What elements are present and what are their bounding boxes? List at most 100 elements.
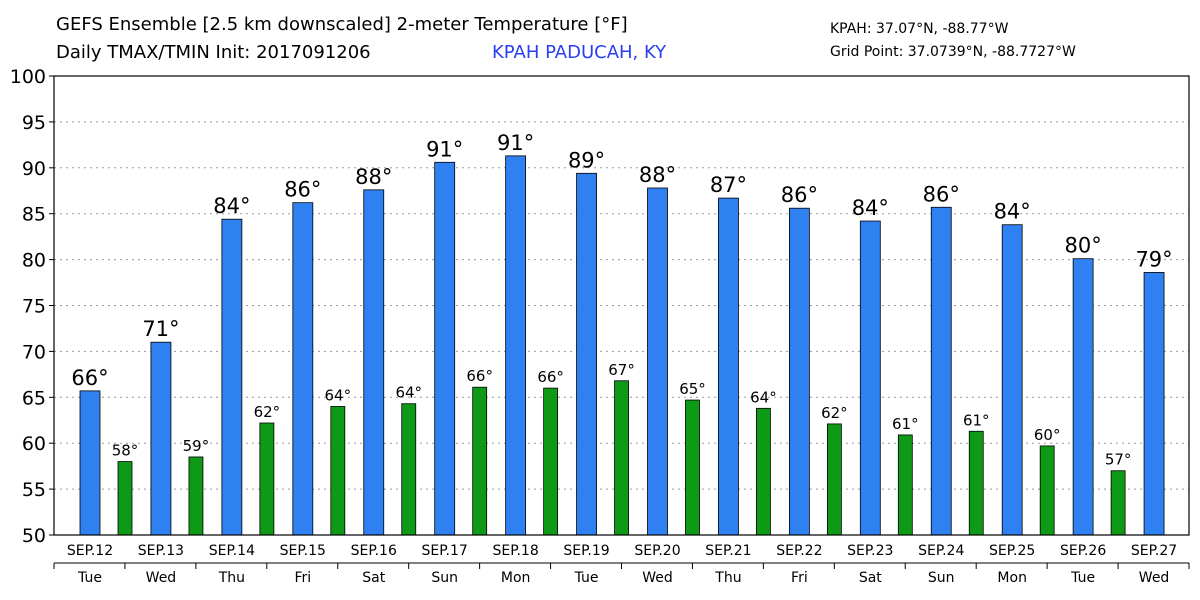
tmax-bar [930, 206, 952, 536]
tmax-bar [1001, 224, 1023, 536]
tmax-bar [859, 220, 881, 536]
tmax-label: 91° [497, 131, 534, 155]
tmax-bar [788, 207, 810, 536]
x-date-label: SEP.12 [67, 543, 113, 559]
tmax-bar [647, 187, 668, 536]
tmin-bar [614, 380, 629, 536]
tmin-label: 61° [963, 411, 990, 429]
tmin-label: 61° [892, 415, 919, 433]
tmin-label: 58° [112, 442, 139, 460]
x-weekday-label: Sat [859, 570, 882, 586]
tmax-label: 86° [923, 182, 960, 206]
tmax-label: 86° [781, 183, 818, 207]
x-date-label: SEP.16 [351, 543, 397, 559]
x-date-label: SEP.18 [492, 543, 538, 559]
tmax-bar [363, 189, 385, 536]
y-tick-label: 100 [10, 66, 46, 88]
x-date-label: SEP.14 [209, 543, 255, 559]
y-tick-label: 65 [22, 387, 46, 409]
y-tick-label: 70 [22, 341, 46, 363]
tmin-label: 64° [750, 388, 777, 406]
tmax-bar [79, 390, 101, 536]
y-tick-label: 75 [22, 296, 46, 318]
tmin-label: 67° [608, 361, 635, 379]
tmin-bar [330, 406, 346, 536]
tmin-bar [685, 399, 700, 536]
y-tick-label: 90 [22, 158, 46, 180]
tmin-bar [756, 407, 771, 536]
tmin-label: 66° [537, 368, 564, 386]
tmax-label: 79° [1135, 247, 1172, 271]
x-date-label: SEP.26 [1060, 543, 1106, 559]
tmax-bar [221, 218, 243, 536]
tmin-bar [826, 423, 842, 536]
x-weekday-label: Mon [501, 570, 531, 586]
tmin-bar [968, 430, 984, 536]
x-weekday-label: Tue [1070, 570, 1095, 586]
x-weekday-label: Tue [77, 570, 102, 586]
tmin-label: 62° [821, 404, 848, 422]
x-date-label: SEP.17 [422, 543, 468, 559]
tmin-label: 59° [183, 437, 210, 455]
chart-subtitle: Daily TMAX/TMIN Init: 2017091206 [56, 42, 371, 63]
tmax-label: 80° [1065, 234, 1102, 258]
tmin-label: 57° [1105, 451, 1132, 469]
tmax-label: 89° [568, 148, 605, 172]
x-date-label: SEP.13 [138, 543, 184, 559]
x-date-label: SEP.25 [989, 543, 1035, 559]
y-tick-label: 50 [22, 525, 46, 547]
tmax-bar [718, 197, 739, 536]
plot-frame [53, 75, 1190, 536]
x-weekday-label: Fri [791, 570, 808, 586]
x-weekday-label: Wed [146, 570, 177, 586]
tmin-bar [117, 461, 133, 536]
tmax-bar [505, 155, 527, 536]
y-tick-label: 85 [22, 204, 46, 226]
x-date-label: SEP.19 [563, 543, 609, 559]
tmin-label: 60° [1034, 426, 1061, 444]
tmax-bar [576, 172, 597, 536]
tmin-label: 64° [325, 386, 352, 404]
tmin-bar [543, 387, 559, 536]
y-tick-label: 80 [22, 250, 46, 272]
x-date-label: SEP.22 [776, 543, 822, 559]
x-weekday-label: Sat [362, 570, 385, 586]
x-date-label: SEP.21 [705, 543, 751, 559]
tmax-bar [292, 202, 314, 536]
chart-title: GEFS Ensemble [2.5 km downscaled] 2-mete… [56, 14, 628, 35]
x-date-label: SEP.24 [918, 543, 964, 559]
tmin-bar [188, 456, 204, 536]
tmax-label: 66° [71, 366, 108, 390]
tmin-bar [897, 434, 913, 536]
tmin-bar [401, 403, 417, 536]
x-weekday-label: Wed [642, 570, 673, 586]
tmin-label: 64° [395, 384, 422, 402]
x-date-label: SEP.23 [847, 543, 893, 559]
tmax-label: 88° [639, 163, 676, 187]
tmin-bar [1110, 470, 1126, 536]
station-name: KPAH PADUCAH, KY [492, 42, 667, 63]
y-tick-label: 55 [22, 479, 46, 501]
tmin-label: 65° [679, 380, 706, 398]
station-coordinates: KPAH: 37.07°N, -88.77°W [830, 21, 1009, 37]
x-date-label: SEP.27 [1131, 543, 1177, 559]
x-date-label: SEP.20 [634, 543, 680, 559]
x-weekday-label: Sun [928, 570, 955, 586]
tmin-label: 66° [466, 367, 493, 385]
tmax-bar [1143, 272, 1165, 536]
x-weekday-label: Sun [431, 570, 458, 586]
tmax-label: 91° [426, 137, 463, 161]
grid-point-coordinates: Grid Point: 37.0739°N, -88.7727°W [830, 44, 1076, 60]
x-weekday-label: Thu [218, 570, 245, 586]
tmin-label: 62° [254, 403, 281, 421]
x-weekday-label: Tue [574, 570, 599, 586]
tmax-label: 88° [355, 165, 392, 189]
tmin-bar [259, 422, 275, 536]
tmax-label: 84° [213, 194, 250, 218]
tmin-bar [472, 386, 488, 536]
x-weekday-label: Mon [997, 570, 1027, 586]
tmin-bar [1039, 445, 1055, 536]
tmax-label: 87° [710, 173, 747, 197]
x-weekday-label: Thu [714, 570, 741, 586]
